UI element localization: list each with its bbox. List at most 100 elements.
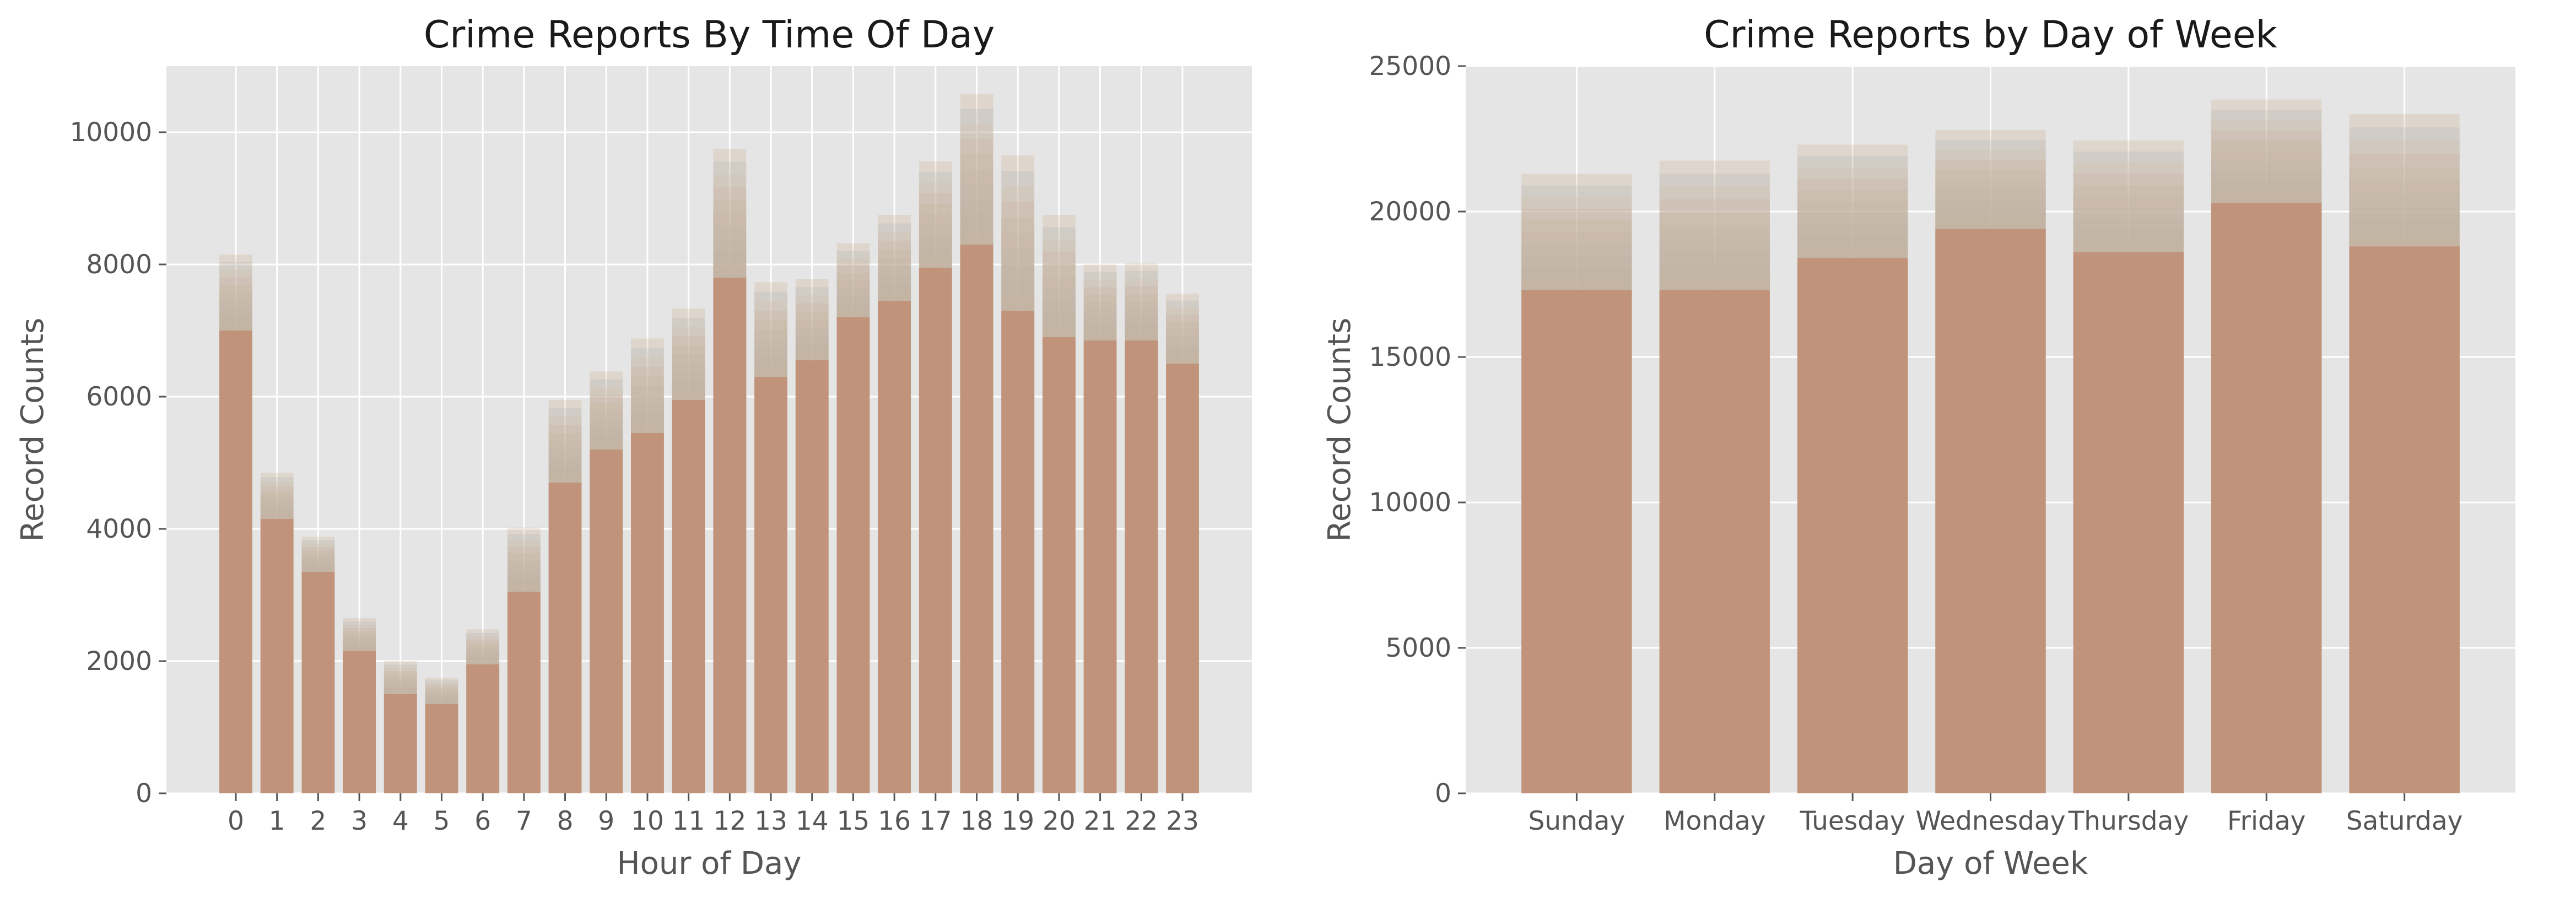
bar-base	[343, 651, 376, 793]
bar-base	[1125, 340, 1158, 793]
bar-base	[2073, 252, 2184, 793]
bar-base	[1001, 311, 1035, 793]
bar-base	[384, 694, 417, 793]
bar-Tuesday	[1797, 144, 1908, 794]
x-tick-label: 16	[878, 806, 911, 836]
x-tick-label: 14	[796, 806, 829, 836]
bar-5	[425, 678, 458, 793]
x-tick-label: 17	[919, 806, 952, 836]
bar-Thursday	[2073, 140, 2184, 793]
bar-23	[1166, 293, 1199, 793]
bar-base	[878, 301, 911, 793]
bar-Wednesday	[1935, 130, 2046, 794]
bar-base	[960, 245, 993, 793]
x-tick-label: 9	[598, 806, 614, 836]
x-axis-label: Day of Week	[1893, 846, 2088, 881]
bar-22	[1125, 263, 1158, 794]
bar-base	[2211, 203, 2322, 793]
chart-title: Crime Reports By Time Of Day	[424, 13, 995, 57]
y-tick-label: 15000	[1369, 342, 1451, 372]
bar-base	[466, 664, 500, 793]
y-tick-label: 25000	[1369, 51, 1451, 82]
bar-21	[1083, 264, 1117, 794]
bar-base	[1521, 290, 1632, 793]
y-tick-label: 0	[1435, 778, 1451, 809]
bar-base	[1166, 364, 1199, 793]
x-tick-label: Sunday	[1528, 806, 1625, 836]
bar-Saturday	[2349, 114, 2460, 794]
bar-base	[260, 519, 294, 793]
x-tick-label: Friday	[2227, 806, 2305, 836]
x-tick-label: Monday	[1664, 806, 1766, 836]
bar-18	[960, 94, 993, 794]
bar-base	[795, 360, 829, 793]
y-tick-label: 20000	[1369, 197, 1451, 227]
bar-base	[631, 433, 664, 793]
y-tick-label: 5000	[1385, 633, 1451, 663]
bar-9	[590, 371, 623, 793]
bar-base	[713, 278, 747, 793]
bars	[219, 94, 1199, 794]
bar-3	[343, 618, 376, 793]
bar-15	[836, 243, 870, 794]
bar-base	[1935, 229, 2046, 794]
tick-labels: 0 5000 10000 15000 20000 25000 Sunday Monday Tue…	[1369, 51, 2462, 836]
x-tick-label: 12	[713, 806, 746, 836]
y-tick-label: 10000	[69, 117, 152, 148]
day-of-week-chart: 0 5000 10000 15000 20000 25000 Sunday Monday Tue…	[1322, 13, 2515, 881]
x-tick-label: 18	[960, 806, 993, 836]
bar-base	[2349, 246, 2460, 793]
y-axis-label: Record Counts	[15, 318, 51, 542]
y-tick-label: 0	[136, 778, 152, 809]
bar-7	[507, 527, 541, 793]
bar-base	[836, 317, 870, 793]
bar-20	[1043, 215, 1076, 794]
bar-Sunday	[1521, 174, 1632, 794]
x-tick-label: 15	[837, 806, 870, 836]
bar-6	[466, 629, 500, 793]
bar-Friday	[2211, 99, 2322, 794]
bar-14	[795, 279, 829, 793]
bar-11	[672, 309, 705, 793]
x-tick-label: 11	[672, 806, 705, 836]
bar-2	[301, 537, 335, 793]
chart-title: Crime Reports by Day of Week	[1704, 13, 2277, 57]
y-tick-label: 4000	[86, 514, 152, 544]
y-tick-label: 6000	[86, 382, 152, 412]
x-tick-label: 2	[310, 806, 326, 836]
y-tick-label: 10000	[1369, 488, 1451, 518]
bar-base	[1083, 340, 1117, 793]
bar-0	[219, 255, 252, 794]
x-tick-label: Saturday	[2346, 806, 2463, 836]
x-axis-label: Hour of Day	[617, 846, 801, 881]
bar-base	[507, 592, 541, 793]
x-tick-label: 23	[1166, 806, 1199, 836]
bar-12	[713, 149, 747, 794]
bar-base	[754, 377, 787, 793]
bar-base	[425, 704, 458, 793]
x-tick-label: 10	[631, 806, 664, 836]
bars	[1521, 99, 2460, 794]
x-tick-label: 22	[1125, 806, 1158, 836]
bar-17	[919, 161, 952, 794]
x-tick-label: 20	[1043, 806, 1076, 836]
bar-base	[1043, 337, 1076, 793]
x-tick-label: 19	[1001, 806, 1034, 836]
bar-base	[590, 450, 623, 793]
bar-base	[301, 572, 335, 793]
x-tick-label: 21	[1084, 806, 1117, 836]
bar-4	[384, 661, 417, 793]
bar-base	[919, 268, 952, 793]
bar-1	[260, 473, 294, 793]
x-tick-label: 7	[516, 806, 532, 836]
x-tick-label: Thursday	[2068, 806, 2189, 836]
x-tick-label: 8	[557, 806, 574, 836]
x-tick-label: 3	[351, 806, 368, 836]
bar-base	[672, 400, 705, 793]
x-tick-label: 0	[228, 806, 244, 836]
y-tick-label: 8000	[86, 250, 152, 280]
bar-10	[631, 338, 664, 793]
